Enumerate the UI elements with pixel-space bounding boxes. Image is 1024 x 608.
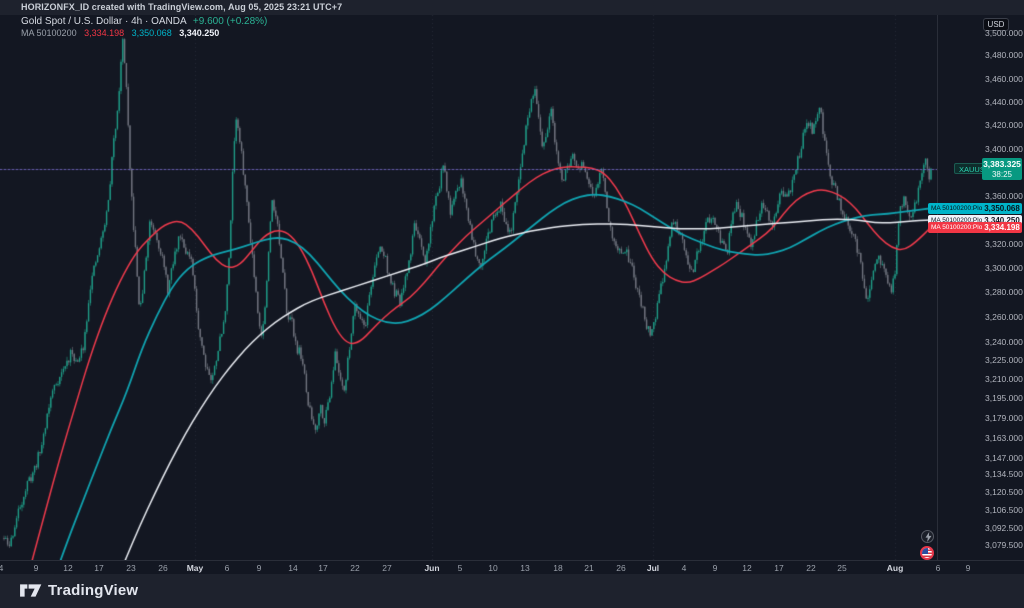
time-tick-label: May [186,563,204,573]
ma-inputs: 50100200 [36,28,77,38]
price-tick-label: 3,092.500 [985,523,1023,534]
time-tick-label: 18 [553,563,563,573]
ma200-value: 3,340.250 [179,28,220,38]
time-tick-label: 12 [63,563,73,573]
time-tick-label: 27 [382,563,392,573]
time-tick-label: 10 [488,563,498,573]
time-tick-label: 17 [318,563,328,573]
symbol-title: Gold Spot / U.S. Dollar [21,16,123,27]
economic-event-icon[interactable] [921,530,934,543]
price-tick-label: 3,280.000 [985,287,1023,298]
ma200-plot-label: MA 50100200:Plot [928,214,988,226]
price-tick-label: 3,210.000 [985,373,1023,384]
bottom-bar: TradingView [0,574,1024,608]
last-price-value: 3,383.325 [983,158,1021,169]
time-tick-label: 26 [616,563,626,573]
time-tick-label: 9 [712,563,718,573]
price-tick-label: 3,480.000 [985,50,1023,61]
price-change: +9.600 (+0.28%) [192,16,268,27]
price-tick-label: 3,460.000 [985,73,1023,84]
time-tick-label: 6 [224,563,230,573]
symbol-legend-row[interactable]: Gold Spot / U.S. Dollar · 4h · OANDA +9.… [21,16,268,27]
time-tick-label: 9 [965,563,971,573]
ma50-value: 3,334.198 [84,28,125,38]
time-tick-label: 9 [33,563,39,573]
price-tick-label: 3,163.000 [985,432,1023,443]
price-tick-label: 3,225.000 [985,355,1023,366]
price-chart-canvas[interactable] [0,15,937,560]
ma200-plot-value: 3,340.250 [982,214,1022,226]
ma-legend-row[interactable]: MA 50100200 3,334.198 3,350.068 3,340.25… [21,28,267,39]
tradingview-logo-text: TradingView [48,582,139,599]
price-tick-label: 3,195.000 [985,392,1023,403]
time-tick-label: Aug [886,563,904,573]
price-tick-label: 3,300.000 [985,263,1023,274]
interval-label: 4h [131,16,143,27]
time-tick-label: 12 [742,563,752,573]
price-tick-label: 3,360.000 [985,190,1023,201]
price-tick-label: 3,420.000 [985,120,1023,131]
time-tick-label: Jul [646,563,660,573]
price-tick-label: 3,240.000 [985,336,1023,347]
chart-legend[interactable]: Gold Spot / U.S. Dollar · 4h · OANDA +9.… [21,16,267,39]
time-tick-label: 21 [584,563,594,573]
time-tick-label: Jun [424,563,440,573]
price-tick-label: 3,320.000 [985,238,1023,249]
tradingview-logo-link[interactable]: TradingView [20,582,138,599]
tradingview-logo-icon [20,584,42,597]
time-tick-label: 4 [0,563,4,573]
time-axis[interactable]: 4 9 12 17 23 26 May 6 9 14 17 22 27 Jun 5 10 13 18 21 26 Jul… [0,560,1024,574]
price-tick-label: 3,500.000 [985,27,1023,38]
time-tick-label: 26 [158,563,168,573]
ma50-plot-value: 3,334.198 [982,221,1022,233]
price-tick-label: 3,106.500 [985,505,1023,516]
lightning-bolt-icon [925,532,931,542]
time-tick-label: 13 [520,563,530,573]
time-tick-label: 17 [774,563,784,573]
bar-countdown: 38:25 [991,169,1013,179]
price-tick-label: 3,179.000 [985,412,1023,423]
time-tick-label: 5 [457,563,463,573]
time-tick-label: 23 [126,563,136,573]
time-tick-label: 6 [935,563,941,573]
ma100-plot-value: 3,350.068 [982,202,1022,214]
price-tick-label: 3,120.500 [985,487,1023,498]
currency-toggle-button[interactable]: USD [983,18,1009,31]
price-tick-label: 3,440.000 [985,96,1023,107]
time-tick-label: 9 [256,563,262,573]
ma100-plot-label: MA 50100200:Plot [928,202,988,214]
time-tick-label: 4 [681,563,687,573]
us-flag-event-icon[interactable] [920,546,934,560]
ma-indicator-title: MA [21,28,35,38]
price-tick-label: 3,134.500 [985,469,1023,480]
time-tick-label: 22 [350,563,360,573]
price-tick-label: 3,400.000 [985,143,1023,154]
time-tick-label: 17 [94,563,104,573]
time-tick-label: 22 [806,563,816,573]
price-tick-label: 3,147.000 [985,453,1023,464]
time-tick-label: 14 [288,563,298,573]
price-axis[interactable]: USD 3,500.000 3,480.000 3,460.000 3,440.000… [937,15,1024,560]
ma100-value: 3,350.068 [131,28,172,38]
exchange-label: OANDA [151,16,187,27]
time-tick-label: 25 [837,563,847,573]
last-price-badge: 3,383.325 38:25 [982,157,1022,180]
chart-area[interactable]: Gold Spot / U.S. Dollar · 4h · OANDA +9.… [0,15,1024,574]
ma50-plot-label: MA 50100200:Plot [928,221,988,233]
price-tick-label: 3,079.500 [985,539,1023,550]
attribution-bar: HORIZONFX_ID created with TradingView.co… [0,0,1024,15]
price-tick-label: 3,260.000 [985,311,1023,322]
